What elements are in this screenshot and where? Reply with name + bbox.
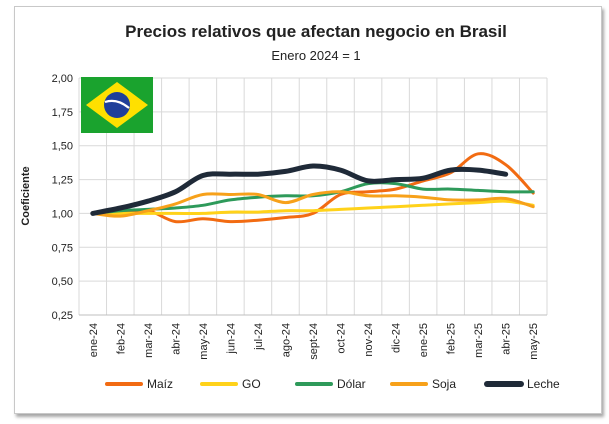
x-tick-label: mar-24 — [143, 323, 155, 358]
legend-label-soja: Soja — [432, 377, 456, 391]
x-tick-label: feb-25 — [446, 323, 458, 354]
y-axis-ticks: 0,25 0,50 0,75 1,00 1,25 1,50 1,75 2,00 — [52, 73, 73, 322]
series-line-soja — [91, 190, 535, 218]
legend-label-leche: Leche — [527, 377, 560, 391]
chart-frame: Precios relativos que afectan negocio en… — [14, 6, 602, 414]
y-tick-label: 1,50 — [52, 141, 73, 153]
x-tick-label: ene-24 — [88, 323, 100, 357]
brazil-flag-icon — [81, 77, 153, 133]
legend-label-maiz: Maíz — [147, 377, 173, 391]
y-tick-label: 0,75 — [52, 242, 73, 254]
x-tick-label: may-24 — [198, 323, 210, 360]
legend-label-dolar: Dólar — [337, 377, 366, 391]
series-line-go — [91, 199, 535, 216]
y-tick-label: 0,50 — [52, 276, 73, 288]
legend: Maíz GO Dólar Soja Leche — [105, 377, 560, 391]
y-tick-label: 1,00 — [52, 208, 73, 220]
gridlines — [78, 77, 548, 316]
x-tick-label: abr-25 — [501, 323, 513, 355]
chart-subtitle: Enero 2024 = 1 — [271, 48, 360, 63]
x-tick-label: dic-24 — [391, 323, 403, 353]
x-tick-label: sept-24 — [308, 323, 320, 360]
x-tick-label: jul-24 — [253, 323, 265, 351]
x-tick-label: abr-24 — [170, 323, 182, 355]
x-tick-label: may-25 — [528, 323, 540, 360]
x-axis-ticks: ene-24 feb-24 mar-24 abr-24 may-24 jun-24 jul-… — [88, 323, 540, 360]
x-tick-label: ago-24 — [280, 323, 292, 357]
chart-title: Precios relativos que afectan negocio en… — [125, 22, 507, 41]
x-tick-label: feb-24 — [115, 323, 127, 354]
y-axis-label: Coeficiente — [20, 166, 32, 225]
chart-svg: Precios relativos que afectan negocio en… — [20, 22, 560, 391]
series-line-leche — [90, 163, 509, 216]
x-tick-label: oct-24 — [336, 323, 348, 354]
x-tick-label: ene-25 — [418, 323, 430, 357]
y-tick-label: 2,00 — [52, 73, 73, 85]
x-tick-label: mar-25 — [473, 323, 485, 358]
legend-label-go: GO — [242, 377, 261, 391]
x-tick-label: jun-24 — [225, 323, 237, 355]
x-tick-label: nov-24 — [363, 323, 375, 357]
y-tick-label: 1,25 — [52, 175, 73, 187]
series-lines — [90, 152, 535, 224]
y-tick-label: 0,25 — [52, 310, 73, 322]
y-tick-label: 1,75 — [52, 107, 73, 119]
